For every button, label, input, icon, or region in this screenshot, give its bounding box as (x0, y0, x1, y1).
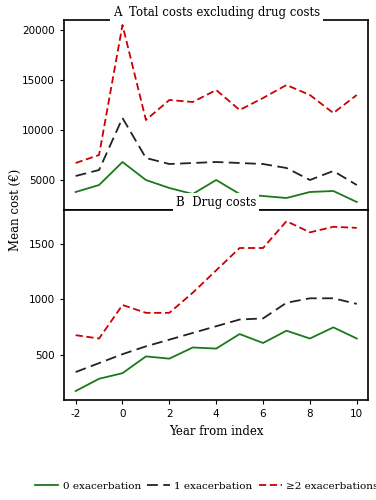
0 exacerbation (73, 388, 78, 394)
0 exacerbation (261, 340, 265, 346)
≥2 exacerbations (144, 310, 148, 316)
0 exacerbation (237, 331, 242, 337)
1 exacerbation (355, 301, 359, 307)
≥2 exacerbations (237, 245, 242, 251)
1 exacerbation (261, 316, 265, 322)
Legend: 0 exacerbation, 1 exacerbation, ≥2 exacerbations: 0 exacerbation, 1 exacerbation, ≥2 exace… (31, 477, 376, 495)
1 exacerbation (214, 323, 218, 329)
Line: 1 exacerbation: 1 exacerbation (76, 298, 357, 372)
0 exacerbation (284, 328, 289, 334)
1 exacerbation (191, 330, 195, 336)
≥2 exacerbations (355, 225, 359, 231)
≥2 exacerbations (73, 332, 78, 338)
Line: 0 exacerbation: 0 exacerbation (76, 328, 357, 391)
≥2 exacerbations (191, 290, 195, 296)
1 exacerbation (97, 360, 101, 366)
Title: B  Drug costs: B Drug costs (176, 196, 256, 209)
1 exacerbation (308, 296, 312, 302)
0 exacerbation (167, 356, 171, 362)
Title: A  Total costs excluding drug costs: A Total costs excluding drug costs (113, 6, 320, 19)
1 exacerbation (144, 344, 148, 349)
0 exacerbation (331, 324, 336, 330)
≥2 exacerbations (120, 302, 125, 308)
≥2 exacerbations (308, 230, 312, 235)
1 exacerbation (167, 336, 171, 342)
0 exacerbation (308, 336, 312, 342)
0 exacerbation (191, 344, 195, 350)
≥2 exacerbations (331, 224, 336, 230)
≥2 exacerbations (167, 310, 171, 316)
1 exacerbation (120, 351, 125, 357)
Line: ≥2 exacerbations: ≥2 exacerbations (76, 221, 357, 338)
≥2 exacerbations (97, 336, 101, 342)
X-axis label: Year from index: Year from index (169, 424, 264, 438)
≥2 exacerbations (214, 268, 218, 274)
0 exacerbation (120, 370, 125, 376)
1 exacerbation (73, 369, 78, 375)
1 exacerbation (284, 300, 289, 306)
0 exacerbation (214, 346, 218, 352)
0 exacerbation (144, 354, 148, 360)
0 exacerbation (97, 376, 101, 382)
1 exacerbation (237, 316, 242, 322)
≥2 exacerbations (261, 245, 265, 251)
≥2 exacerbations (284, 218, 289, 224)
Text: Mean cost (€): Mean cost (€) (9, 169, 21, 251)
1 exacerbation (331, 296, 336, 302)
0 exacerbation (355, 336, 359, 342)
